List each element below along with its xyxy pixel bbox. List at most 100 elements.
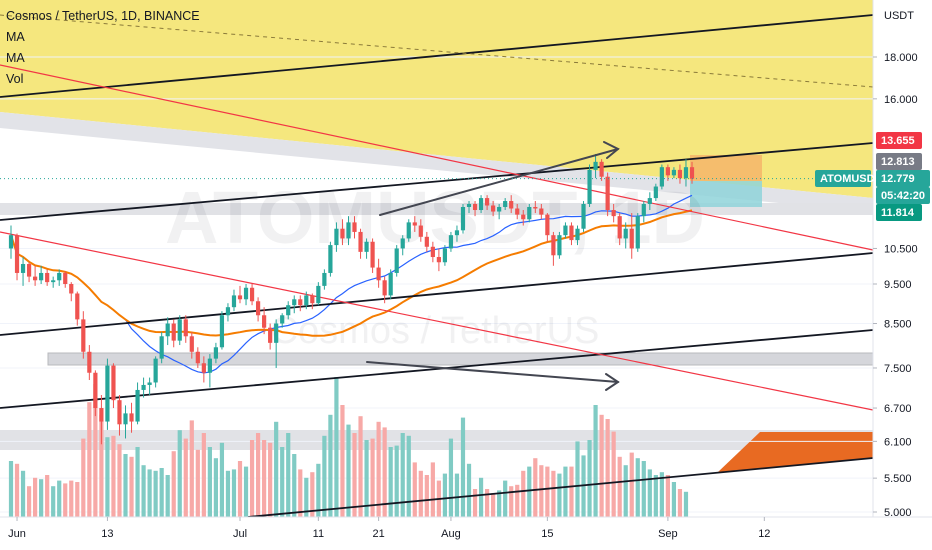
candle-body <box>665 167 670 176</box>
candle-body <box>310 295 315 304</box>
candle-body <box>322 272 327 286</box>
candle-body <box>581 203 586 229</box>
candle-body <box>33 276 38 281</box>
volume-bar <box>653 475 658 517</box>
volume-bar <box>460 417 466 517</box>
candle-body <box>478 198 484 211</box>
candle-body <box>69 284 74 294</box>
y-tick-label: 6.700 <box>884 403 912 415</box>
trendline-down-2 <box>0 231 874 411</box>
price-label-last: 12.779 <box>881 173 915 185</box>
candle-body <box>503 201 508 207</box>
volume-bar <box>292 454 297 517</box>
candle-body <box>105 365 110 422</box>
candle-body <box>647 198 652 204</box>
candle-body <box>671 169 677 176</box>
volume-bar <box>225 470 231 517</box>
candle-body <box>683 167 689 179</box>
candle-body <box>147 382 152 385</box>
x-tick-label: 13 <box>101 528 113 540</box>
candle-body <box>165 323 170 337</box>
volume-bar <box>635 458 640 517</box>
candle-body <box>268 327 273 343</box>
volume-bar <box>286 433 291 517</box>
candle-body <box>39 272 44 281</box>
x-tick-label: 11 <box>313 528 324 540</box>
trendline-channel-mid <box>0 142 874 221</box>
candle-body <box>442 248 448 263</box>
indicator-ma-1[interactable]: MA <box>6 30 25 44</box>
volume-bar <box>304 477 309 517</box>
volume-bar <box>491 493 496 517</box>
candle-body <box>406 222 411 239</box>
currency-label: USDT <box>884 10 914 22</box>
candle-body <box>677 169 683 179</box>
candle-body <box>466 203 472 207</box>
candle-body <box>370 241 375 268</box>
candle-body <box>26 264 32 277</box>
candle-body <box>491 205 496 212</box>
volume-bar <box>394 445 399 517</box>
volume-bar <box>328 414 333 517</box>
volume-bar <box>641 461 646 517</box>
candle-body <box>123 413 128 425</box>
volume-bar <box>611 431 616 517</box>
candle-body <box>225 307 231 316</box>
candle-body <box>635 216 640 249</box>
candle-body <box>593 161 598 170</box>
volume-bar <box>599 414 604 517</box>
candle-body <box>400 238 405 249</box>
indicator-volume[interactable]: Vol <box>6 72 24 86</box>
volume-bar <box>39 479 44 517</box>
candle-body <box>497 206 502 212</box>
candle-body <box>195 351 200 364</box>
candle-body <box>340 228 345 239</box>
volume-bar <box>551 470 556 517</box>
indicator-ma-2[interactable]: MA <box>6 51 25 65</box>
candle-body <box>255 301 261 316</box>
price-countdown-bg <box>876 187 930 204</box>
volume-bar <box>478 477 484 517</box>
candle-body <box>515 208 520 215</box>
volume-bar <box>545 466 550 517</box>
volume-bar <box>57 480 62 517</box>
trendline-dashed <box>0 14 874 88</box>
volume-bar <box>117 444 122 517</box>
symbol-price-tag: ATOMUSDT <box>820 173 882 185</box>
volume-bar <box>189 420 194 517</box>
volume-bar <box>515 484 520 517</box>
volume-bar <box>442 473 448 517</box>
candle-body <box>135 389 140 422</box>
volume-bar <box>105 437 110 517</box>
trendline-upper-channel <box>0 14 874 98</box>
volume-bar <box>20 470 26 517</box>
volume-bar <box>310 472 315 517</box>
candle-body <box>394 248 399 273</box>
volume-bar <box>521 470 526 517</box>
volume-bar <box>454 473 460 517</box>
watermark-name: Cosmos / TetherUS <box>271 310 600 352</box>
volume-bar <box>93 384 98 517</box>
candle-body <box>159 336 164 359</box>
volume-bar <box>177 430 182 517</box>
candle-body <box>237 295 243 300</box>
volume-bar <box>262 440 267 517</box>
price-label-low: 11.814 <box>881 207 915 219</box>
volume-bar <box>45 475 50 517</box>
candle-body <box>599 161 604 177</box>
price-label-low-bg <box>876 204 922 221</box>
volume-bar <box>617 456 622 517</box>
volume-bar <box>509 486 514 517</box>
symbol-title[interactable]: Cosmos / TetherUS, 1D, BINANCE <box>6 9 200 23</box>
candle-body <box>364 241 369 252</box>
y-tick-label: 10.500 <box>884 243 918 255</box>
volume-bar <box>539 465 544 517</box>
volume-bar <box>364 440 369 517</box>
volume-bar <box>129 456 134 517</box>
volume-bar <box>171 451 176 517</box>
projection-zone <box>718 432 873 472</box>
candle-body <box>551 235 556 256</box>
volume-bar <box>412 462 417 517</box>
